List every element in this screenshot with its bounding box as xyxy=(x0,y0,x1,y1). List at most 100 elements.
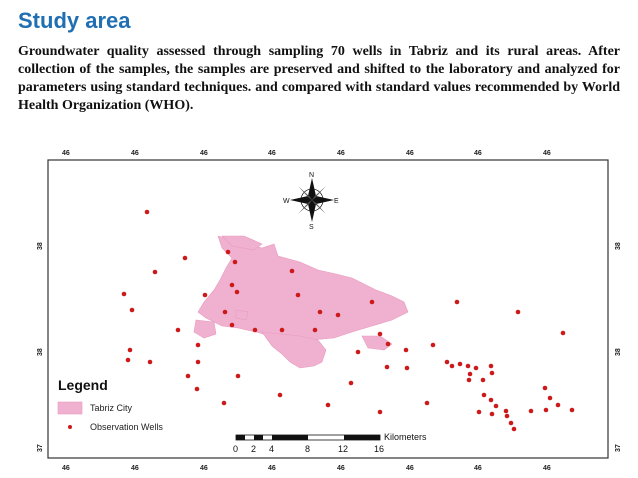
observation-well-point xyxy=(457,361,463,367)
lon-tick-top: 46 xyxy=(62,150,70,157)
study-area-map: 46 46 46 46 46 46 46 46 46 46 46 46 46 4… xyxy=(0,140,638,478)
compass-north-label: N xyxy=(309,172,314,179)
observation-well-point xyxy=(488,363,494,369)
observation-well-point xyxy=(543,407,549,413)
observation-well-point xyxy=(202,292,208,298)
observation-well-point xyxy=(454,299,460,305)
scale-label: 16 xyxy=(374,444,384,454)
observation-well-point xyxy=(232,259,238,265)
observation-well-point xyxy=(312,327,318,333)
observation-well-point xyxy=(449,363,455,369)
lon-tick-bottom: 46 xyxy=(337,465,345,472)
observation-well-point xyxy=(234,289,240,295)
observation-well-point xyxy=(229,322,235,328)
scale-label: 2 xyxy=(251,444,256,454)
lon-tick-top: 46 xyxy=(543,150,551,157)
observation-well-point xyxy=(348,380,354,386)
observation-well-point xyxy=(369,299,375,305)
lon-tick-bottom: 46 xyxy=(200,465,208,472)
lon-tick-top: 46 xyxy=(200,150,208,157)
observation-wells-layer xyxy=(121,209,575,432)
observation-well-point xyxy=(144,209,150,215)
observation-well-point xyxy=(235,373,241,379)
observation-well-point xyxy=(430,342,436,348)
lat-tick-right: 37 xyxy=(615,444,622,452)
lon-tick-bottom: 46 xyxy=(474,465,482,472)
scale-label: 12 xyxy=(338,444,348,454)
observation-well-point xyxy=(480,377,486,383)
lon-tick-bottom: 46 xyxy=(268,465,276,472)
legend-title: Legend xyxy=(58,377,108,393)
lon-tick-top: 46 xyxy=(337,150,345,157)
observation-well-point xyxy=(277,392,283,398)
top-coordinate-ticks: 46 46 46 46 46 46 46 46 xyxy=(62,150,551,157)
north-arrow-compass: N S E W xyxy=(283,172,339,231)
lat-tick-left: 38 xyxy=(37,242,44,250)
observation-well-point xyxy=(488,397,494,403)
scale-label: 8 xyxy=(305,444,310,454)
lon-tick-bottom: 46 xyxy=(131,465,139,472)
lat-tick-left: 38 xyxy=(37,348,44,356)
observation-well-point xyxy=(125,357,131,363)
observation-well-point xyxy=(195,359,201,365)
observation-well-point xyxy=(555,402,561,408)
observation-well-point xyxy=(515,309,521,315)
compass-east-label: E xyxy=(334,198,339,205)
observation-well-point xyxy=(252,327,258,333)
observation-well-point xyxy=(229,282,235,288)
scale-label: 4 xyxy=(269,444,274,454)
observation-well-point xyxy=(528,408,534,414)
observation-well-point xyxy=(542,385,548,391)
observation-well-point xyxy=(466,377,472,383)
observation-well-point xyxy=(465,363,471,369)
right-coordinate-ticks: 38 38 37 xyxy=(615,242,622,452)
legend-city-swatch xyxy=(57,401,83,415)
legend-wells-label: Observation Wells xyxy=(90,422,163,432)
observation-well-point xyxy=(317,309,323,315)
legend-city-label: Tabriz City xyxy=(90,403,133,413)
page-description: Groundwater quality assessed through sam… xyxy=(18,44,620,113)
lon-tick-top: 46 xyxy=(406,150,414,157)
lon-tick-top: 46 xyxy=(268,150,276,157)
observation-well-point xyxy=(481,392,487,398)
observation-well-point xyxy=(185,373,191,379)
observation-well-point xyxy=(476,409,482,415)
observation-well-point xyxy=(384,364,390,370)
observation-well-point xyxy=(547,395,553,401)
observation-well-point xyxy=(569,407,575,413)
observation-well-point xyxy=(129,307,135,313)
observation-well-point xyxy=(127,347,133,353)
scale-unit-label: Kilometers xyxy=(384,432,427,442)
observation-well-point xyxy=(473,365,479,371)
lon-tick-top: 46 xyxy=(131,150,139,157)
observation-well-point xyxy=(325,402,331,408)
observation-well-point xyxy=(444,359,450,365)
observation-well-point xyxy=(493,403,499,409)
observation-well-point xyxy=(503,408,509,414)
lat-tick-left: 37 xyxy=(37,444,44,452)
observation-well-point xyxy=(377,331,383,337)
observation-well-point xyxy=(467,371,473,377)
observation-well-point xyxy=(279,327,285,333)
observation-well-point xyxy=(289,268,295,274)
compass-south-label: S xyxy=(309,224,314,231)
observation-well-point xyxy=(182,255,188,261)
lat-tick-right: 38 xyxy=(615,242,622,250)
map-legend: Legend Tabriz City Observation Wells xyxy=(57,377,163,432)
observation-well-point xyxy=(404,365,410,371)
observation-well-point xyxy=(489,411,495,417)
legend-well-symbol xyxy=(68,425,72,429)
observation-well-point xyxy=(335,312,341,318)
observation-well-point xyxy=(225,249,231,255)
compass-west-label: W xyxy=(283,198,290,205)
scale-bar: Kilometers 0 2 4 8 12 16 xyxy=(233,432,427,454)
tabriz-city-area xyxy=(193,235,409,369)
observation-well-point xyxy=(121,291,127,297)
left-coordinate-ticks: 38 38 37 xyxy=(37,242,44,452)
observation-well-point xyxy=(195,342,201,348)
lon-tick-bottom: 46 xyxy=(62,465,70,472)
observation-well-point xyxy=(403,347,409,353)
scale-label: 0 xyxy=(233,444,238,454)
page-title: Study area xyxy=(18,8,131,33)
observation-well-point xyxy=(385,341,391,347)
